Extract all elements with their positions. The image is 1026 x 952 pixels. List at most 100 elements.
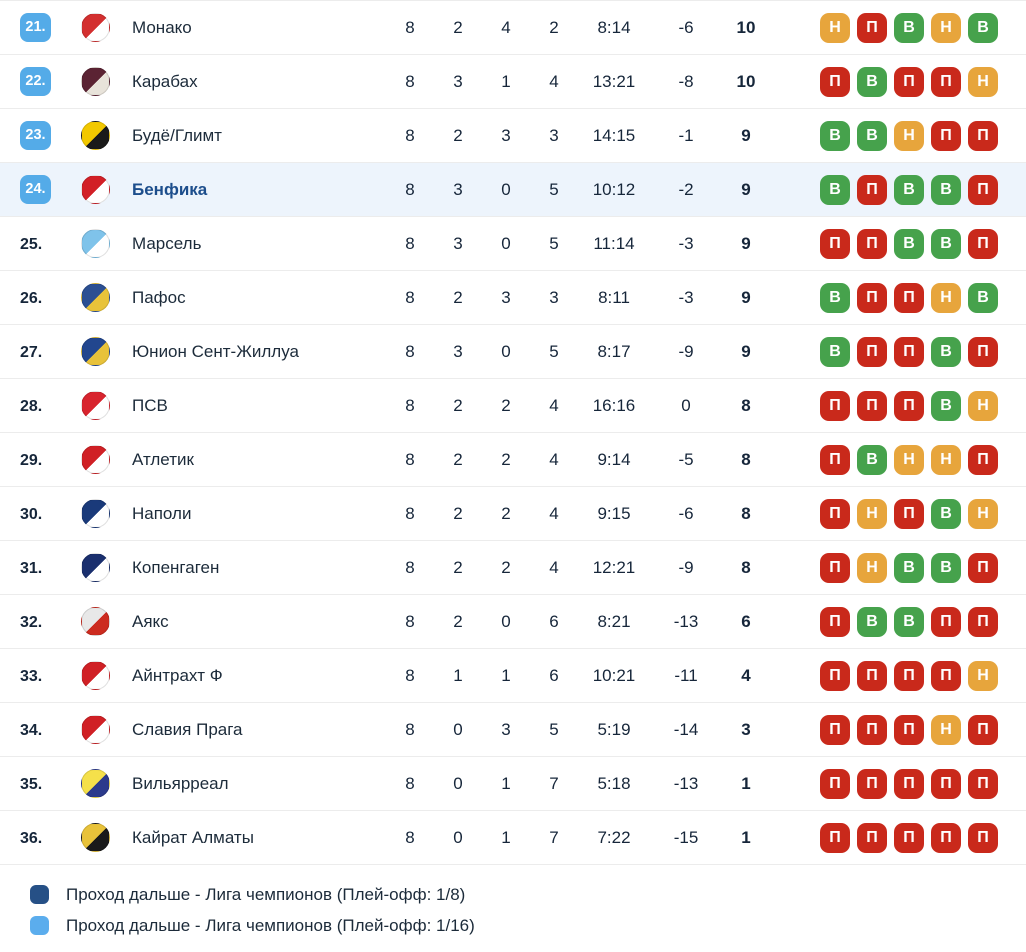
form-win-badge[interactable]: В	[968, 12, 998, 43]
form-win-badge[interactable]: В	[857, 120, 887, 151]
form-win-badge[interactable]: В	[857, 66, 887, 97]
team-name-link[interactable]: Монако	[132, 17, 192, 37]
form-loss-badge[interactable]: П	[857, 12, 887, 43]
team-name-link[interactable]: Пафос	[132, 287, 186, 307]
form-draw-badge[interactable]: Н	[931, 282, 961, 313]
form-loss-badge[interactable]: П	[894, 822, 924, 853]
form-win-badge[interactable]: В	[931, 174, 961, 205]
form-win-badge[interactable]: В	[894, 552, 924, 583]
team-name-link[interactable]: Наполи	[132, 503, 192, 523]
form-win-badge[interactable]: В	[931, 498, 961, 529]
form-loss-badge[interactable]: П	[931, 768, 961, 799]
team-name-link[interactable]: Юнион Сент-Жиллуа	[132, 341, 299, 361]
form-loss-badge[interactable]: П	[857, 336, 887, 367]
form-draw-badge[interactable]: Н	[894, 120, 924, 151]
form-loss-badge[interactable]: П	[857, 660, 887, 691]
form-win-badge[interactable]: В	[820, 282, 850, 313]
team-name-link[interactable]: Марсель	[132, 233, 202, 253]
form-win-badge[interactable]: В	[820, 336, 850, 367]
form-loss-badge[interactable]: П	[894, 714, 924, 745]
form-loss-badge[interactable]: П	[894, 66, 924, 97]
form-loss-badge[interactable]: П	[857, 174, 887, 205]
form-draw-badge[interactable]: Н	[931, 12, 961, 43]
team-name-link[interactable]: ПСВ	[132, 395, 168, 415]
table-row[interactable]: 27. Юнион Сент-Жиллуа 8 3 0 5 8:17 -9 9 …	[0, 325, 1026, 379]
form-loss-badge[interactable]: П	[857, 390, 887, 421]
form-draw-badge[interactable]: Н	[931, 444, 961, 475]
form-win-badge[interactable]: В	[968, 282, 998, 313]
form-loss-badge[interactable]: П	[968, 822, 998, 853]
form-loss-badge[interactable]: П	[968, 552, 998, 583]
team-name-link[interactable]: Будё/Глимт	[132, 125, 222, 145]
form-loss-badge[interactable]: П	[820, 498, 850, 529]
form-draw-badge[interactable]: Н	[968, 498, 998, 529]
form-loss-badge[interactable]: П	[894, 336, 924, 367]
team-name-link[interactable]: Аякс	[132, 611, 169, 631]
form-loss-badge[interactable]: П	[931, 66, 961, 97]
form-win-badge[interactable]: В	[820, 174, 850, 205]
form-win-badge[interactable]: В	[894, 174, 924, 205]
form-loss-badge[interactable]: П	[894, 660, 924, 691]
form-draw-badge[interactable]: Н	[857, 552, 887, 583]
form-draw-badge[interactable]: Н	[931, 714, 961, 745]
form-win-badge[interactable]: В	[857, 444, 887, 475]
form-draw-badge[interactable]: Н	[894, 444, 924, 475]
form-loss-badge[interactable]: П	[968, 174, 998, 205]
team-name-link[interactable]: Копенгаген	[132, 557, 220, 577]
form-loss-badge[interactable]: П	[968, 336, 998, 367]
form-loss-badge[interactable]: П	[820, 66, 850, 97]
form-draw-badge[interactable]: Н	[857, 498, 887, 529]
form-loss-badge[interactable]: П	[894, 390, 924, 421]
form-win-badge[interactable]: В	[820, 120, 850, 151]
form-loss-badge[interactable]: П	[820, 552, 850, 583]
form-win-badge[interactable]: В	[931, 552, 961, 583]
team-name-link[interactable]: Бенфика	[132, 179, 208, 199]
form-loss-badge[interactable]: П	[968, 768, 998, 799]
form-loss-badge[interactable]: П	[968, 444, 998, 475]
form-win-badge[interactable]: В	[931, 336, 961, 367]
form-loss-badge[interactable]: П	[857, 282, 887, 313]
form-loss-badge[interactable]: П	[894, 498, 924, 529]
form-loss-badge[interactable]: П	[820, 606, 850, 637]
form-loss-badge[interactable]: П	[820, 228, 850, 259]
form-loss-badge[interactable]: П	[968, 606, 998, 637]
form-loss-badge[interactable]: П	[857, 714, 887, 745]
form-loss-badge[interactable]: П	[820, 768, 850, 799]
form-loss-badge[interactable]: П	[857, 228, 887, 259]
form-win-badge[interactable]: В	[894, 606, 924, 637]
form-loss-badge[interactable]: П	[820, 660, 850, 691]
form-loss-badge[interactable]: П	[857, 822, 887, 853]
form-loss-badge[interactable]: П	[931, 822, 961, 853]
form-loss-badge[interactable]: П	[968, 228, 998, 259]
form-loss-badge[interactable]: П	[820, 822, 850, 853]
form-loss-badge[interactable]: П	[820, 390, 850, 421]
form-loss-badge[interactable]: П	[968, 714, 998, 745]
team-name-link[interactable]: Кайрат Алматы	[132, 827, 254, 847]
team-name-link[interactable]: Славия Прага	[132, 719, 243, 739]
form-loss-badge[interactable]: П	[968, 120, 998, 151]
team-name-link[interactable]: Карабах	[132, 71, 198, 91]
form-win-badge[interactable]: В	[931, 228, 961, 259]
form-loss-badge[interactable]: П	[820, 444, 850, 475]
form-loss-badge[interactable]: П	[857, 768, 887, 799]
form-draw-badge[interactable]: Н	[820, 12, 850, 43]
form-draw-badge[interactable]: Н	[968, 66, 998, 97]
form-loss-badge[interactable]: П	[931, 606, 961, 637]
form-win-badge[interactable]: В	[894, 12, 924, 43]
team-name-link[interactable]: Айнтрахт Ф	[132, 665, 223, 685]
